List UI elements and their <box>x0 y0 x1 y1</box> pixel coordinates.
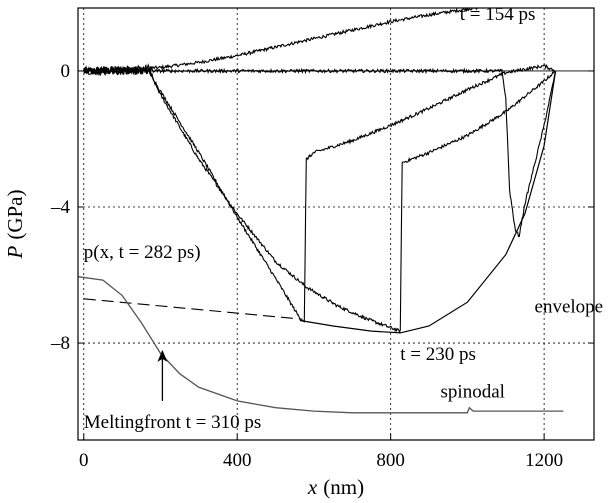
x-tick-label: 400 <box>223 450 252 471</box>
series-line-spinodal <box>78 276 564 414</box>
annotation-t-154-ps: t = 154 ps <box>460 4 536 25</box>
y-axis-unit: (GPa) <box>3 190 27 240</box>
y-axis-label: P (GPa) <box>3 190 27 260</box>
series-line-curve-3 <box>83 65 557 238</box>
annotation-envelope: envelope <box>535 296 604 317</box>
y-axis-symbol: P <box>3 245 27 259</box>
series-line-curve-6 <box>83 298 303 320</box>
annotation-p-x-t-282-ps: p(x, t = 282 ps) <box>84 242 201 263</box>
y-tick-label: –4 <box>50 197 71 218</box>
grid-layer <box>78 8 594 440</box>
series-line-t-230-ps <box>83 65 556 334</box>
annotation-t-230-ps: t = 230 ps <box>400 344 476 365</box>
series-line-envelope <box>302 70 557 334</box>
y-tick-label: 0 <box>61 61 71 82</box>
tick-layer: 0 400 800 1200 0 –4 –8 <box>50 61 594 471</box>
plot-frame <box>77 7 595 441</box>
x-tick-label: 800 <box>376 450 405 471</box>
annotation-meltingfront-t-310-ps: Meltingfront t = 310 ps <box>84 412 262 433</box>
series-line-t-154-ps <box>83 8 487 75</box>
x-tick-label: 1200 <box>525 450 563 471</box>
x-tick-label: 0 <box>79 450 89 471</box>
series-line-curve-2 <box>83 63 556 323</box>
annotation-layer: t = 154 ps t = 230 ps envelope spinodal p(x,… <box>84 4 603 433</box>
x-axis-symbol: x <box>307 475 318 499</box>
y-tick-label: –8 <box>50 333 70 354</box>
arrow-head <box>157 349 168 362</box>
series-layer <box>78 8 564 414</box>
annotation-spinodal: spinodal <box>441 381 505 402</box>
x-axis-label: x (nm) <box>307 475 364 499</box>
x-axis-unit: (nm) <box>323 475 364 499</box>
